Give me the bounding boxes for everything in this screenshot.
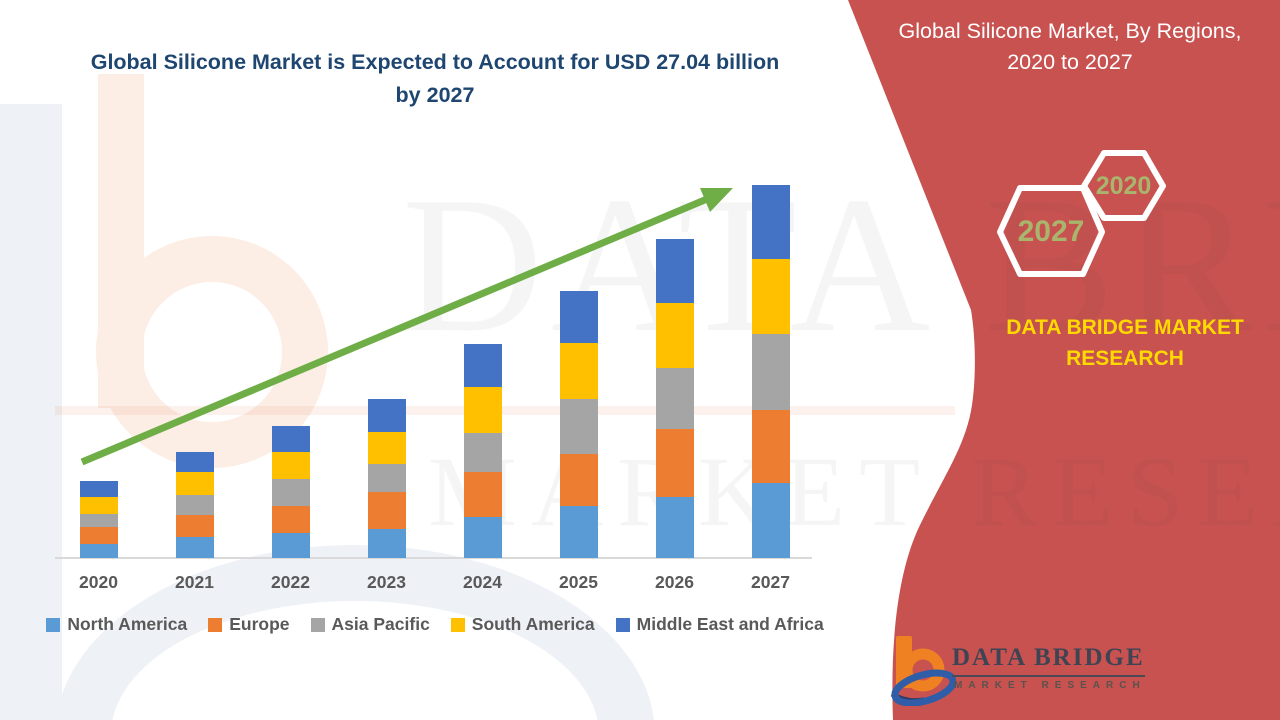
logo-name: DATA BRIDGE xyxy=(952,644,1145,677)
legend-label: South America xyxy=(471,614,595,634)
data-bridge-logo-icon xyxy=(890,636,956,706)
legend-swatch xyxy=(615,617,630,632)
x-axis-line xyxy=(55,557,812,559)
hexagon-label-2027: 2027 xyxy=(1017,215,1085,248)
panel-title: Global Silicone Market, By Regions, 2020… xyxy=(868,16,1272,78)
background-left-strip xyxy=(0,104,62,720)
legend-swatch xyxy=(46,617,61,632)
legend-swatch xyxy=(310,617,325,632)
chart-title-line1: Global Silicone Market is Expected to Ac… xyxy=(90,50,780,74)
brand-text: DATA BRIDGE MARKET RESEARCH xyxy=(1006,316,1244,370)
company-logo: DATA BRIDGE MARKET RESEARCH xyxy=(890,632,1220,712)
legend-label: Middle East and Africa xyxy=(636,614,824,634)
legend-item-middle-east-and-africa: Middle East and Africa xyxy=(615,614,824,635)
legend-item-asia-pacific: Asia Pacific xyxy=(310,614,430,635)
legend-item-south-america: South America xyxy=(450,614,595,635)
logo-tagline: MARKET RESEARCH xyxy=(954,680,1146,691)
legend-label: North America xyxy=(67,614,188,634)
legend-item-europe: Europe xyxy=(208,614,290,635)
hexagon-label-2020: 2020 xyxy=(1095,172,1152,200)
chart-title: Global Silicone Market is Expected to Ac… xyxy=(40,46,830,112)
legend-swatch xyxy=(450,617,465,632)
legend-label: Asia Pacific xyxy=(331,614,430,634)
panel-title-line1: Global Silicone Market, By Regions, xyxy=(898,19,1242,43)
chart-title-line2: by 2027 xyxy=(395,83,475,107)
legend-swatch xyxy=(208,617,223,632)
legend-item-north-america: North America xyxy=(46,614,187,635)
panel-title-line2: 2020 to 2027 xyxy=(1007,50,1133,74)
legend-label: Europe xyxy=(229,614,290,634)
chart-legend: North America Europe Asia Pacific South Ame… xyxy=(40,614,830,635)
